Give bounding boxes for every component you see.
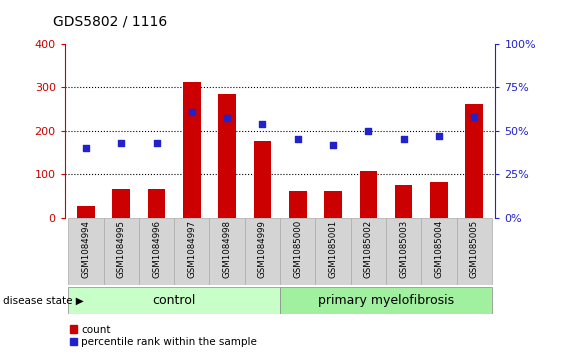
Text: GSM1085005: GSM1085005 (470, 220, 479, 278)
FancyBboxPatch shape (209, 218, 245, 285)
FancyBboxPatch shape (139, 218, 174, 285)
FancyBboxPatch shape (457, 218, 492, 285)
Text: GSM1084994: GSM1084994 (82, 220, 91, 278)
FancyBboxPatch shape (386, 218, 421, 285)
FancyBboxPatch shape (104, 218, 139, 285)
FancyBboxPatch shape (245, 218, 280, 285)
Text: disease state ▶: disease state ▶ (3, 295, 83, 305)
Point (329, 142, 338, 147)
Point (258, 121, 267, 127)
Bar (77, 206, 95, 218)
Text: GDS5802 / 1116: GDS5802 / 1116 (53, 15, 168, 29)
Text: GSM1084998: GSM1084998 (222, 220, 231, 278)
Point (293, 136, 302, 142)
Point (222, 115, 231, 121)
Point (364, 128, 373, 134)
Bar (253, 141, 271, 218)
Bar (360, 171, 377, 218)
Point (470, 114, 479, 120)
Bar (148, 189, 166, 218)
Point (435, 133, 444, 139)
FancyBboxPatch shape (68, 287, 280, 314)
Text: GSM1085004: GSM1085004 (435, 220, 444, 278)
Text: GSM1085003: GSM1085003 (399, 220, 408, 278)
Text: GSM1085001: GSM1085001 (329, 220, 338, 278)
Text: GSM1084996: GSM1084996 (152, 220, 161, 278)
FancyBboxPatch shape (421, 218, 457, 285)
Text: GSM1085000: GSM1085000 (293, 220, 302, 278)
Point (187, 109, 196, 114)
Bar (430, 182, 448, 218)
Bar (466, 104, 483, 218)
Text: GSM1084999: GSM1084999 (258, 220, 267, 278)
Bar (183, 82, 200, 218)
Bar (289, 191, 307, 218)
Bar (395, 185, 413, 218)
Text: control: control (153, 294, 196, 307)
FancyBboxPatch shape (315, 218, 351, 285)
Text: GSM1085002: GSM1085002 (364, 220, 373, 278)
Text: GSM1084997: GSM1084997 (187, 220, 196, 278)
FancyBboxPatch shape (68, 218, 104, 285)
Bar (113, 189, 130, 218)
Bar (218, 94, 236, 218)
FancyBboxPatch shape (351, 218, 386, 285)
Point (82, 145, 91, 151)
Point (117, 140, 126, 146)
FancyBboxPatch shape (280, 287, 492, 314)
Bar (324, 191, 342, 218)
Text: GSM1084995: GSM1084995 (117, 220, 126, 278)
Point (152, 140, 161, 146)
Text: primary myelofibrosis: primary myelofibrosis (318, 294, 454, 307)
Legend: count, percentile rank within the sample: count, percentile rank within the sample (70, 325, 257, 347)
Point (399, 136, 408, 142)
FancyBboxPatch shape (280, 218, 315, 285)
FancyBboxPatch shape (174, 218, 209, 285)
